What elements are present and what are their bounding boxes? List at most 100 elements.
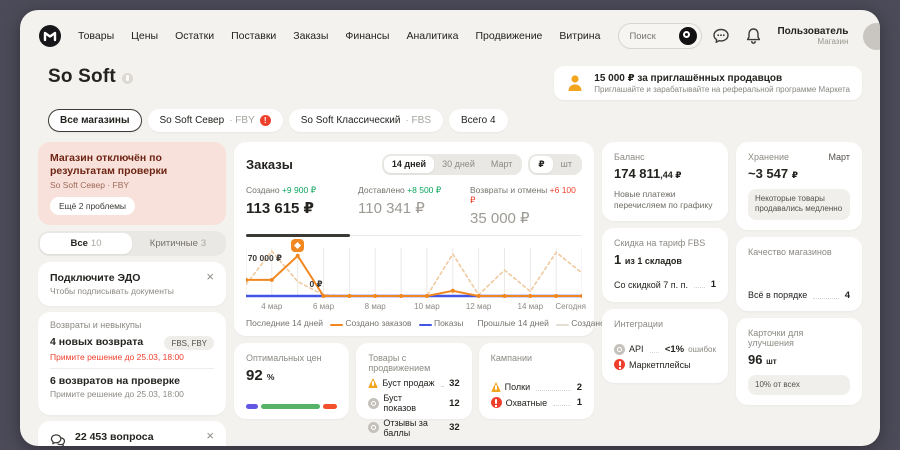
promo-row-boost-views[interactable]: Буст показов 12	[368, 393, 460, 413]
market-logo-icon[interactable]	[38, 24, 62, 48]
close-icon[interactable]: ×	[206, 428, 214, 444]
user-menu[interactable]: Пользователь Магазин	[777, 26, 848, 47]
balance-card[interactable]: Баланс 174 811,44 ₽ Новые платежи перечи…	[602, 142, 728, 222]
row-label: Полки	[504, 382, 531, 392]
store-tab-klassicheskiy[interactable]: So Soft Классический · FBS	[288, 109, 444, 132]
storage-card[interactable]: Хранение Март ~3 547 ₽ Некоторые товары …	[736, 142, 862, 230]
questions-card[interactable]: 22 453 вопроса Ждут ответа ×	[38, 421, 226, 446]
row-value: 32	[449, 422, 460, 433]
card-title: Хранение	[748, 152, 789, 162]
warning-icon	[490, 382, 501, 392]
improve-unit: шт	[766, 356, 777, 366]
tab-critical-notifications[interactable]: Критичные 3	[132, 233, 224, 254]
nav-finansy[interactable]: Финансы	[345, 30, 390, 42]
metric-delta: +6 100 ₽	[470, 185, 576, 205]
nav-prodvizhenie[interactable]: Продвижение	[475, 30, 543, 42]
tab-all-notifications[interactable]: Все 10	[40, 233, 132, 255]
period-march[interactable]: Март	[490, 159, 513, 169]
cards-to-improve-card[interactable]: Карточки для улучшения 96 шт 10% от всех	[736, 317, 862, 406]
metric-returns[interactable]: Возвраты и отмены +6 100 ₽ 35 000 ₽	[470, 185, 582, 235]
return-item-new[interactable]: 4 новых возврата FBS, FBY Примите решени…	[50, 330, 214, 368]
promo-products-card[interactable]: Товары с продвижением Буст продаж 32 Бус…	[356, 343, 472, 438]
status-neutral-icon	[614, 343, 625, 355]
optimal-value: 92	[246, 367, 263, 384]
app-window: Товары Цены Остатки Поставки Заказы Фина…	[20, 10, 880, 446]
nav-postavki[interactable]: Поставки	[231, 30, 277, 42]
metric-value: 35 000 ₽	[470, 210, 530, 227]
nav-zakazy[interactable]: Заказы	[293, 30, 329, 42]
tab-label: Все	[70, 238, 88, 250]
return-deadline: Примите решение до 25.03, 18:00	[50, 352, 184, 363]
page-title: So Soft	[48, 66, 116, 87]
status-neutral-icon	[368, 397, 380, 409]
avatar[interactable]	[863, 22, 880, 50]
row-value: 12	[449, 397, 460, 409]
integrations-card[interactable]: Интеграции API <1% ошибок Маркетплейсы	[602, 309, 728, 384]
store-tab-all[interactable]: Все магазины	[48, 109, 142, 132]
selected-metric-indicator	[246, 234, 350, 237]
nav-ostatki[interactable]: Остатки	[175, 30, 215, 42]
x-axis-tick: 4 мар	[261, 302, 283, 311]
fbs-discount-card[interactable]: Скидка на тариф FBS 1 из 1 складов Со ск…	[602, 228, 728, 303]
questions-title: 22 453 вопроса	[75, 431, 154, 444]
chart-legend: Последние 14 дней Создано заказов Показы…	[246, 318, 637, 328]
card-title: Баланс	[614, 152, 645, 162]
return-item-checking[interactable]: 6 возвратов на проверке Примите решение …	[50, 368, 214, 405]
user-name: Пользователь	[777, 25, 849, 37]
search-input[interactable]	[629, 30, 680, 42]
fbs-warehouses-count: 1	[614, 252, 622, 268]
notifications-bell-icon[interactable]	[745, 27, 762, 45]
shop-quality-card[interactable]: Качество магазинов Всё в порядке 4	[736, 236, 862, 311]
optimal-prices-card[interactable]: Оптимальных цен 92 %	[234, 343, 350, 419]
nav-tseny[interactable]: Цены	[131, 30, 159, 42]
search-box[interactable]	[618, 23, 703, 49]
metric-delivered[interactable]: Доставлено +8 500 ₽ 110 341 ₽	[358, 185, 470, 235]
store-tab-sever[interactable]: So Soft Север · FBY !	[147, 109, 283, 132]
edo-card[interactable]: Подключите ЭДО Чтобы подписывать докумен…	[38, 262, 226, 307]
shop-disabled-alert-card[interactable]: Магазин отключён по результатам проверки…	[38, 142, 226, 226]
row-value: 1	[576, 397, 582, 408]
error-icon	[614, 359, 625, 371]
period-30-days[interactable]: 30 дней	[442, 159, 475, 169]
returns-card[interactable]: Возвраты и невыкупы 4 новых возврата FBS…	[38, 312, 226, 416]
alert-title: Магазин отключён по результатам проверки	[50, 152, 168, 178]
fulfillment-badge: FBS, FBY	[164, 336, 214, 351]
info-icon[interactable]	[121, 73, 133, 84]
campaign-row-reach[interactable]: Охватные 1	[490, 397, 582, 408]
nav-vitrina[interactable]: Витрина	[559, 30, 601, 42]
legend-series-views[interactable]: Показы	[433, 318, 464, 328]
nav-analitika[interactable]: Аналитика	[406, 30, 459, 42]
fbs-discount-row[interactable]: Со скидкой 7 п. п. 1	[614, 279, 716, 290]
campaigns-card[interactable]: Кампании Полки 2 Охватные 1	[478, 343, 594, 419]
promo-row-reviews-for-points[interactable]: Отзывы за баллы 32	[368, 418, 460, 438]
orders-chart[interactable]	[246, 244, 582, 300]
more-problems-button[interactable]: Ещё 2 проблемы	[50, 197, 136, 216]
close-icon[interactable]: ×	[206, 269, 214, 285]
store-tabs: Все магазины So Soft Север · FBY ! So So…	[48, 109, 862, 132]
unit-pieces[interactable]: шт	[560, 159, 572, 169]
metric-value: 110 341 ₽	[358, 200, 425, 217]
messages-icon[interactable]	[712, 27, 730, 45]
legend-series-orders[interactable]: Создано заказов	[345, 318, 412, 328]
return-title: 6 возвратов на проверке	[50, 375, 180, 388]
metric-delta: +9 900 ₽	[281, 185, 316, 195]
tab-count: 10	[90, 238, 102, 250]
referral-banner[interactable]: 15 000 ₽ за приглашённых продавцов Пригл…	[554, 66, 862, 100]
row-label: API	[629, 344, 644, 355]
balance-note: Новые платежи перечисляем по графику	[614, 189, 713, 211]
promo-row-boost-sales[interactable]: Буст продаж 32	[368, 378, 460, 389]
integration-row-api[interactable]: API <1% ошибок	[614, 343, 716, 355]
row-label: Охватные	[505, 397, 548, 408]
topbar-actions: Пользователь Магазин	[712, 22, 880, 50]
storage-period[interactable]: Март	[828, 152, 850, 162]
campaign-row-shelves[interactable]: Полки 2	[490, 382, 582, 393]
orders-chart-area: 4 мар 6 мар 8 мар 10 мар 12 мар 14 мар Сегодня…	[246, 239, 586, 314]
alice-search-icon[interactable]	[679, 27, 698, 45]
unit-rubles[interactable]: ₽	[530, 156, 553, 173]
nav-tovary[interactable]: Товары	[78, 30, 115, 42]
store-tab-total[interactable]: Всего 4	[449, 109, 508, 132]
integration-row-marketplaces[interactable]: Маркетплейсы	[614, 359, 716, 371]
metric-created[interactable]: Создано +9 900 ₽ 113 615 ₽	[246, 185, 358, 237]
period-14-days[interactable]: 14 дней	[383, 156, 435, 173]
quality-row[interactable]: Всё в порядке 4	[748, 290, 850, 301]
